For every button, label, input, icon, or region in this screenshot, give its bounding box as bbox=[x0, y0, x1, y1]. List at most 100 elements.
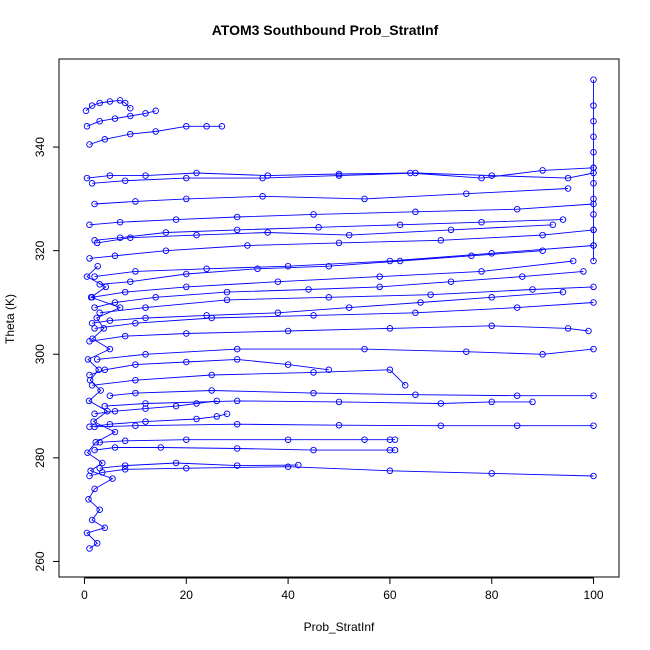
series-line bbox=[86, 265, 122, 549]
data-point bbox=[193, 231, 200, 239]
data-point bbox=[109, 475, 116, 482]
data-point bbox=[274, 309, 282, 317]
data-point bbox=[142, 400, 149, 407]
data-point bbox=[111, 428, 119, 436]
series-track bbox=[83, 262, 124, 552]
data-point bbox=[142, 351, 149, 358]
data-point bbox=[315, 224, 322, 231]
data-point bbox=[142, 304, 149, 311]
data-point bbox=[86, 423, 93, 431]
data-point bbox=[91, 325, 98, 332]
series-track bbox=[86, 200, 597, 229]
series-line bbox=[94, 423, 594, 428]
data-point bbox=[83, 123, 91, 130]
series-line bbox=[89, 203, 594, 226]
data-point bbox=[183, 283, 190, 291]
series-line bbox=[94, 400, 217, 415]
data-point bbox=[91, 304, 98, 311]
data-point bbox=[152, 107, 159, 115]
data-point bbox=[407, 169, 414, 177]
series-track bbox=[96, 436, 399, 446]
data-point bbox=[463, 348, 470, 355]
series-track bbox=[91, 420, 597, 431]
data-point bbox=[86, 371, 93, 379]
data-point bbox=[233, 397, 241, 405]
data-point bbox=[88, 102, 96, 109]
series-track bbox=[88, 169, 597, 187]
data-point bbox=[162, 247, 170, 254]
data-point bbox=[111, 407, 119, 415]
data-point bbox=[233, 356, 241, 363]
data-point bbox=[84, 449, 91, 456]
data-point bbox=[295, 461, 302, 469]
data-point bbox=[488, 398, 495, 406]
data-point bbox=[96, 439, 103, 446]
data-point bbox=[412, 391, 419, 398]
data-point bbox=[86, 255, 93, 262]
data-point bbox=[539, 167, 546, 174]
data-point bbox=[569, 257, 577, 265]
series-line bbox=[94, 219, 564, 241]
data-point bbox=[93, 314, 100, 322]
data-point bbox=[121, 332, 129, 340]
data-point bbox=[83, 174, 91, 182]
series-line bbox=[86, 167, 594, 179]
series-line bbox=[89, 229, 594, 259]
data-point bbox=[233, 445, 241, 452]
data-point bbox=[99, 459, 106, 467]
data-point bbox=[549, 221, 557, 229]
data-point bbox=[590, 164, 597, 172]
series-track bbox=[91, 397, 221, 418]
data-point bbox=[284, 262, 292, 270]
data-point bbox=[116, 234, 124, 241]
data-point bbox=[447, 278, 455, 285]
data-point bbox=[183, 436, 190, 443]
series-line bbox=[99, 250, 543, 285]
data-point bbox=[121, 99, 129, 107]
data-point bbox=[218, 123, 226, 130]
data-point bbox=[335, 398, 343, 406]
data-point bbox=[488, 470, 495, 477]
series-track bbox=[86, 410, 231, 431]
data-point bbox=[183, 330, 190, 337]
data-point bbox=[274, 278, 282, 285]
data-point bbox=[590, 257, 597, 265]
data-point bbox=[100, 325, 108, 332]
data-point bbox=[478, 174, 485, 182]
series-track bbox=[101, 397, 536, 410]
series-track bbox=[88, 366, 409, 389]
series-line bbox=[109, 390, 594, 397]
series-track bbox=[86, 463, 597, 480]
data-point bbox=[590, 195, 597, 203]
series-track bbox=[82, 97, 134, 115]
data-point bbox=[96, 464, 103, 472]
data-point bbox=[437, 400, 445, 407]
data-point bbox=[121, 466, 129, 473]
data-point bbox=[101, 136, 109, 143]
data-point bbox=[559, 216, 567, 223]
series-line bbox=[89, 358, 329, 376]
data-point bbox=[244, 242, 251, 249]
data-point bbox=[208, 387, 215, 394]
data-point bbox=[564, 325, 572, 332]
data-point bbox=[305, 286, 312, 293]
data-point bbox=[386, 446, 394, 454]
data-point bbox=[478, 268, 485, 275]
data-point bbox=[104, 407, 111, 415]
data-point bbox=[488, 172, 495, 179]
data-point bbox=[152, 128, 159, 135]
series-track bbox=[93, 221, 557, 247]
data-point bbox=[513, 205, 521, 213]
data-point bbox=[233, 345, 241, 353]
series-track bbox=[91, 185, 572, 208]
data-point bbox=[386, 325, 394, 332]
data-point bbox=[478, 218, 485, 226]
data-point bbox=[223, 288, 231, 296]
data-point bbox=[376, 273, 383, 280]
data-point bbox=[183, 123, 190, 130]
series-line bbox=[86, 110, 156, 127]
data-point bbox=[203, 265, 210, 273]
series-line bbox=[89, 466, 594, 477]
data-point bbox=[183, 195, 190, 203]
series-track bbox=[96, 247, 546, 288]
